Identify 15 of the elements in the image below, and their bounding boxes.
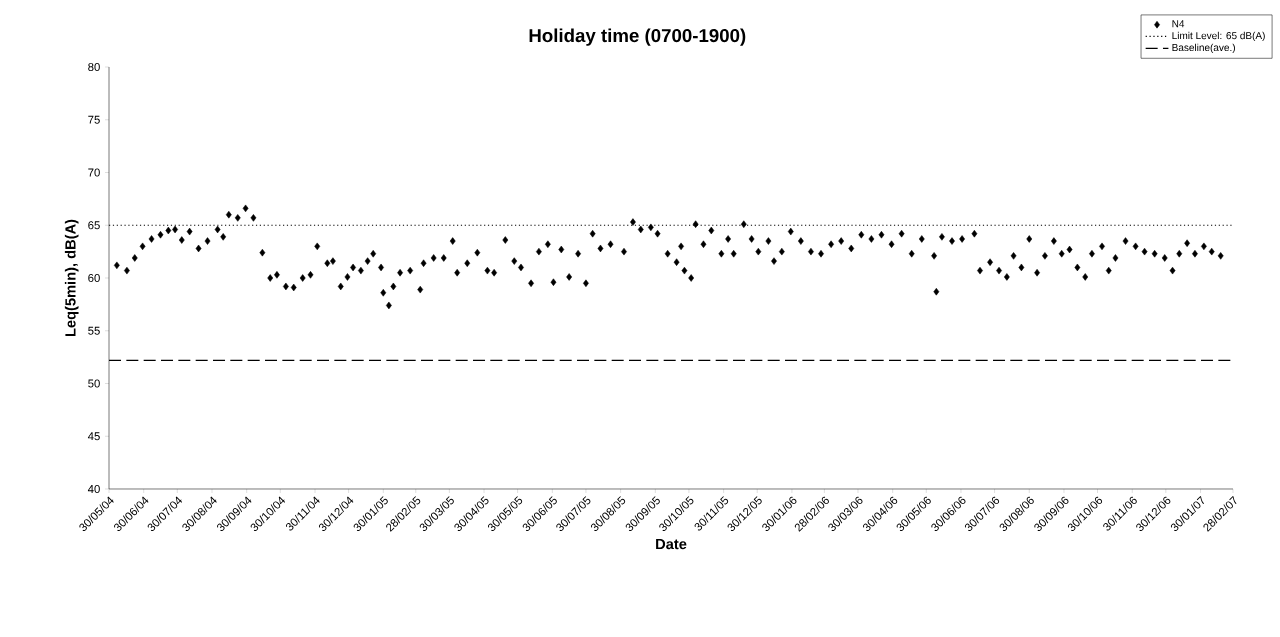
legend-label: N4 (1172, 20, 1185, 28)
x-axis-title: Date (656, 538, 687, 550)
y-tick-label: 70 (88, 168, 100, 177)
y-tick-label: 80 (88, 63, 100, 72)
y-tick-label: 55 (88, 326, 100, 335)
y-tick-label: 40 (87, 485, 100, 494)
y-tick-label: 65 (88, 221, 100, 230)
y-axis-title: Leq(5min), dB(A) (64, 219, 79, 337)
legend-label: Limit Level: 65 dB(A) (1172, 31, 1265, 42)
legend-label: Baseline(ave.) (1172, 43, 1235, 54)
y-tick-label: 60 (88, 274, 100, 283)
y-tick-label: 75 (88, 115, 100, 124)
y-tick-label: 45 (87, 432, 100, 441)
y-tick-label: 50 (88, 379, 100, 388)
chart-title: Holiday time (0700-1900) (529, 28, 746, 46)
